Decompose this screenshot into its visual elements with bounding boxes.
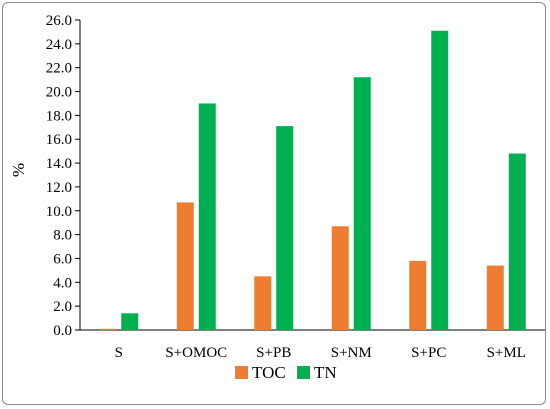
x-category-label: S: [115, 345, 123, 361]
y-tick-label: 0.0: [53, 323, 72, 339]
bar-toc-s: [99, 328, 117, 330]
bar-tn-s-pb: [276, 126, 294, 330]
legend-label-tn: TN: [314, 363, 337, 382]
legend-swatch-tn: [297, 366, 310, 379]
y-tick-label: 14.0: [46, 156, 72, 172]
y-tick-label: 20.0: [46, 85, 72, 101]
y-tick-label: 2.0: [53, 299, 72, 315]
y-tick-label: 24.0: [46, 37, 72, 53]
y-tick-label: 6.0: [53, 251, 72, 267]
bar-tn-s-omoc: [198, 103, 216, 330]
bar-toc-s-ml: [486, 265, 504, 330]
y-tick-label: 10.0: [46, 204, 72, 220]
y-tick-label: 8.0: [53, 228, 72, 244]
y-axis-title: %: [9, 163, 28, 177]
bars: [99, 30, 526, 330]
y-tick-label: 4.0: [53, 275, 72, 291]
bar-tn-s: [121, 313, 139, 330]
x-category-label: S+OMOC: [165, 345, 227, 361]
x-axis-labels: S S+OMOC S+PB S+NM S+PC S+ML: [115, 345, 526, 361]
bar-toc-s-pb: [254, 276, 272, 330]
y-tick-label: 18.0: [46, 108, 72, 124]
y-tick-label: 22.0: [46, 61, 72, 77]
y-tick-label: 12.0: [46, 180, 72, 196]
legend: TOC TN: [235, 363, 337, 382]
x-category-label: S+PC: [411, 345, 446, 361]
bar-toc-s-nm: [331, 226, 349, 330]
x-category-label: S+PB: [256, 345, 291, 361]
y-tick-label: 26.0: [46, 13, 72, 29]
y-tick-label: 16.0: [46, 132, 72, 148]
bar-tn-s-nm: [353, 77, 371, 330]
bar-toc-s-omoc: [176, 202, 194, 330]
legend-label-toc: TOC: [252, 363, 286, 382]
bar-toc-s-pc: [409, 260, 427, 330]
bar-tn-s-ml: [508, 153, 526, 330]
x-category-label: S+ML: [487, 345, 526, 361]
x-category-label: S+NM: [331, 345, 372, 361]
bar-tn-s-pc: [431, 30, 449, 330]
legend-swatch-toc: [235, 366, 248, 379]
chart-frame: [2, 2, 546, 405]
y-axis-ticks: 0.0 2.0 4.0 6.0 8.0 10.0 12.0 14.0 16.0 18.0 20.0 2…: [46, 13, 80, 339]
